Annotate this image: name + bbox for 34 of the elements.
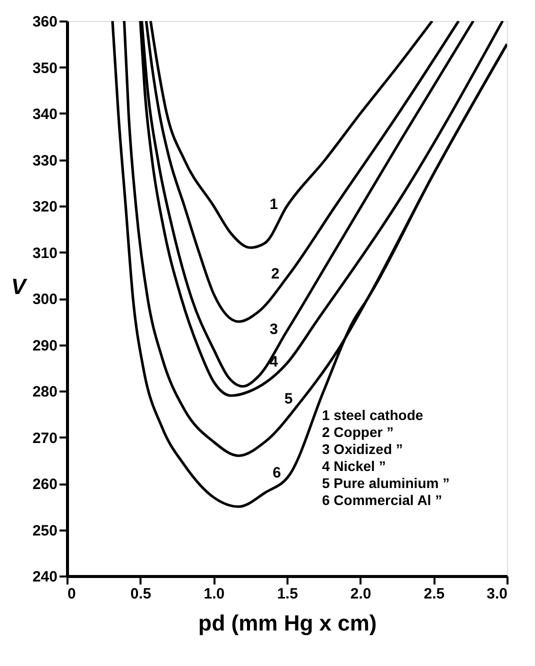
y-tick-label: 280 [32, 384, 58, 400]
annotation: 1 steel cathode [322, 407, 424, 423]
annotation: 2 Copper ” [322, 424, 394, 440]
x-axis-title: pd (mm Hg x cm) [198, 610, 377, 636]
annotation: 1 [270, 196, 278, 213]
annotation: 5 [284, 390, 293, 408]
y-tick-label: 340 [32, 106, 58, 123]
y-tick-label: 270 [32, 430, 58, 447]
y-tick-label: 290 [32, 337, 58, 354]
y-tick-label: 240 [32, 568, 58, 586]
annotation: 3 Oxidized ” [322, 441, 403, 457]
x-tick-label: 1.5 [277, 586, 298, 602]
x-tick-label: 0 [68, 586, 76, 602]
x-tick-label: 1.0 [204, 586, 225, 602]
y-tick-label: 320 [32, 198, 58, 216]
annotation: 4 [270, 353, 279, 370]
y-tick-label: 250 [32, 522, 58, 540]
y-tick-label: 260 [32, 476, 58, 493]
x-tick-label: 2.0 [350, 586, 372, 602]
annotation: 5 Pure aluminium ” [322, 475, 450, 491]
annotation: 6 [272, 464, 281, 482]
y-tick-label: 360 [32, 14, 58, 30]
y-tick-label: 300 [32, 291, 58, 308]
y-tick-label: 310 [32, 244, 58, 262]
x-tick-label: 0.5 [130, 586, 152, 602]
x-tick-label: 3.0 [486, 586, 508, 602]
x-tick-label: 2.5 [424, 586, 445, 602]
annotation: 3 [270, 320, 278, 338]
annotation: 4 Nickel ” [322, 458, 386, 474]
annotation: 6 Commercial Al ” [322, 492, 442, 508]
annotation: 2 [271, 265, 280, 282]
y-tick-label: 350 [32, 60, 58, 77]
y-axis-title: V [11, 274, 28, 299]
y-tick-label: 330 [32, 152, 58, 170]
